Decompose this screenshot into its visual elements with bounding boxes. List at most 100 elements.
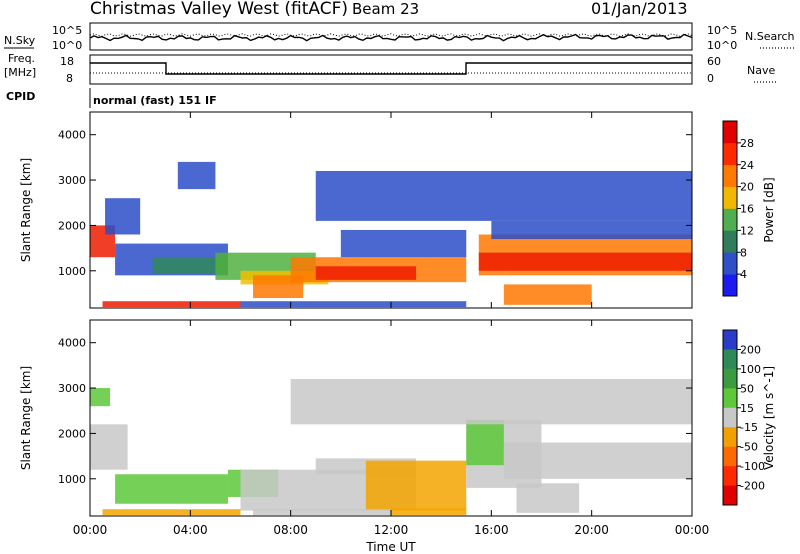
velocity-colorbar-tick-label-7: -200 [740, 480, 765, 493]
velocity-xticks: 00:00 04:00 08:00 12:00 16:00 20:00 00:00 [73, 112, 710, 537]
nave-lo: 0 [707, 72, 714, 85]
velocity-ylabel: Slant Range [km] [19, 366, 33, 470]
power-colorbar: 4 8 12 16 20 24 28 Power [dB] [722, 120, 776, 297]
station-title: Christmas Valley West (fitACF) [90, 0, 348, 19]
velocity-colorbar-block-7 [723, 466, 737, 486]
power-ytick-label-3: 4000 [58, 129, 86, 142]
velocity-band-1 [115, 474, 228, 504]
velocity-colorbar-block-1 [723, 349, 737, 370]
velocity-colorbar-tick-label-5: -50 [740, 441, 758, 454]
velocity-colorbar-tick-label-2: 50 [740, 382, 754, 395]
velocity-colorbar-block-6 [723, 446, 737, 467]
nsearch-label: N.Search [745, 30, 795, 43]
freq-panel [89, 54, 693, 85]
nave-label: Nave [747, 64, 775, 77]
velocity-bands [90, 378, 692, 516]
noise-lo-left: 10^0 [52, 39, 82, 52]
velocity-colorbar-tick-label-3: 15 [740, 402, 754, 415]
power-band-14 [102, 301, 241, 308]
velocity-colorbar-tick-label-6: -100 [740, 460, 765, 473]
power-colorbar-block-2 [723, 230, 737, 253]
velocity-ytick-label-1: 2000 [58, 427, 86, 440]
power-band-16 [315, 170, 692, 221]
velocity-colorbar-tick-label-4: -15 [740, 421, 758, 434]
velocity-band-8 [503, 442, 692, 479]
velocity-band-9 [516, 483, 580, 513]
power-ylabel: Slant Range [km] [19, 158, 33, 262]
cpid-label: CPID [6, 90, 35, 103]
noise-panel [89, 22, 693, 51]
velocity-band-12 [253, 509, 391, 516]
xtick-label-2: 08:00 [273, 523, 308, 537]
nave-hi: 60 [707, 55, 721, 68]
xaxis-label: Time UT [365, 540, 416, 554]
power-colorbar-block-3 [723, 208, 737, 231]
beam-label: Beam 23 [352, 0, 419, 18]
cpid-mode: normal (fast) 151 IF [93, 94, 217, 107]
power-band-3 [152, 257, 228, 274]
power-colorbar-label: Power [dB] [762, 177, 776, 242]
power-ytick-label-2: 3000 [58, 174, 86, 187]
power-colorbar-tick-label-2: 12 [740, 224, 754, 237]
power-colorbar-block-4 [723, 186, 737, 209]
power-colorbar-tick-label-5: 24 [740, 159, 754, 172]
power-band-9 [340, 229, 467, 258]
power-colorbar-ticks: 4 8 12 16 20 24 28 [737, 137, 754, 281]
power-colorbar-tick-label-1: 8 [740, 246, 747, 259]
xtick-label-1: 04:00 [173, 523, 208, 537]
power-band-8 [315, 266, 417, 280]
velocity-colorbar-ticks: 200 100 50 15 -15 -50 -100 -200 [737, 343, 765, 493]
velocity-band-14 [290, 378, 692, 425]
velocity-band-10 [391, 508, 467, 516]
noise-hi-left: 10^5 [52, 24, 82, 37]
velocity-colorbar-blocks [723, 330, 737, 506]
velocity-colorbar-tick-label-0: 200 [740, 343, 761, 356]
freq-label: Freq. [8, 52, 35, 65]
power-panel: 1000 2000 3000 4000 Slant Range [km] [19, 111, 693, 309]
noise-lo-right: 10^0 [707, 39, 737, 52]
power-colorbar-tick-label-3: 16 [740, 203, 754, 216]
xtick-label-5: 20:00 [574, 523, 609, 537]
velocity-panel: 1000 2000 3000 4000 00:00 04:00 08:00 12:00 16:… [19, 112, 709, 554]
power-ytick-label-0: 1000 [58, 265, 86, 278]
power-band-17 [177, 161, 216, 190]
date-label: 01/Jan/2013 [591, 0, 688, 18]
velocity-band-13 [90, 388, 111, 407]
xtick-label-0: 00:00 [73, 523, 108, 537]
velocity-band-5 [365, 460, 467, 511]
velocity-band-0 [90, 424, 128, 470]
velocity-ytick-label-2: 3000 [58, 382, 86, 395]
power-colorbar-block-7 [723, 121, 737, 144]
power-colorbar-tick-label-0: 4 [740, 268, 747, 281]
noise-hi-right: 10^5 [707, 24, 737, 37]
power-yticks: 1000 2000 3000 4000 [58, 129, 692, 278]
noise-sky-trace [89, 33, 693, 42]
nsky-label: N.Sky [4, 34, 36, 47]
freq-unit: [MHz] [4, 66, 36, 79]
power-colorbar-block-1 [723, 252, 737, 275]
power-band-13 [503, 284, 592, 305]
xtick-label-6: 00:00 [675, 523, 710, 537]
power-colorbar-block-6 [723, 142, 737, 166]
velocity-colorbar: 200 100 50 15 -15 -50 -100 -200 Velocity [m s^-… [722, 329, 776, 506]
velocity-colorbar-block-4 [723, 407, 737, 428]
freq-hi: 18 [60, 55, 74, 68]
velocity-colorbar-block-5 [723, 427, 737, 447]
power-colorbar-tick-label-4: 20 [740, 181, 754, 194]
power-band-12 [491, 220, 692, 240]
noise-search-trace [89, 33, 693, 37]
xtick-label-4: 16:00 [474, 523, 509, 537]
velocity-colorbar-block-8 [723, 485, 737, 506]
velocity-colorbar-tick-label-1: 100 [740, 363, 761, 376]
velocity-ytick-label-0: 1000 [58, 473, 86, 486]
velocity-colorbar-label: Velocity [m s^-1] [762, 366, 776, 470]
power-colorbar-block-0 [723, 274, 737, 297]
velocity-colorbar-frame [722, 329, 738, 506]
power-band-11 [478, 252, 692, 271]
power-colorbar-tick-label-6: 28 [740, 137, 754, 150]
velocity-yticks: 1000 2000 3000 4000 [58, 337, 692, 486]
power-colorbar-blocks [723, 121, 737, 297]
velocity-colorbar-block-2 [723, 368, 737, 389]
xtick-label-3: 12:00 [374, 523, 409, 537]
